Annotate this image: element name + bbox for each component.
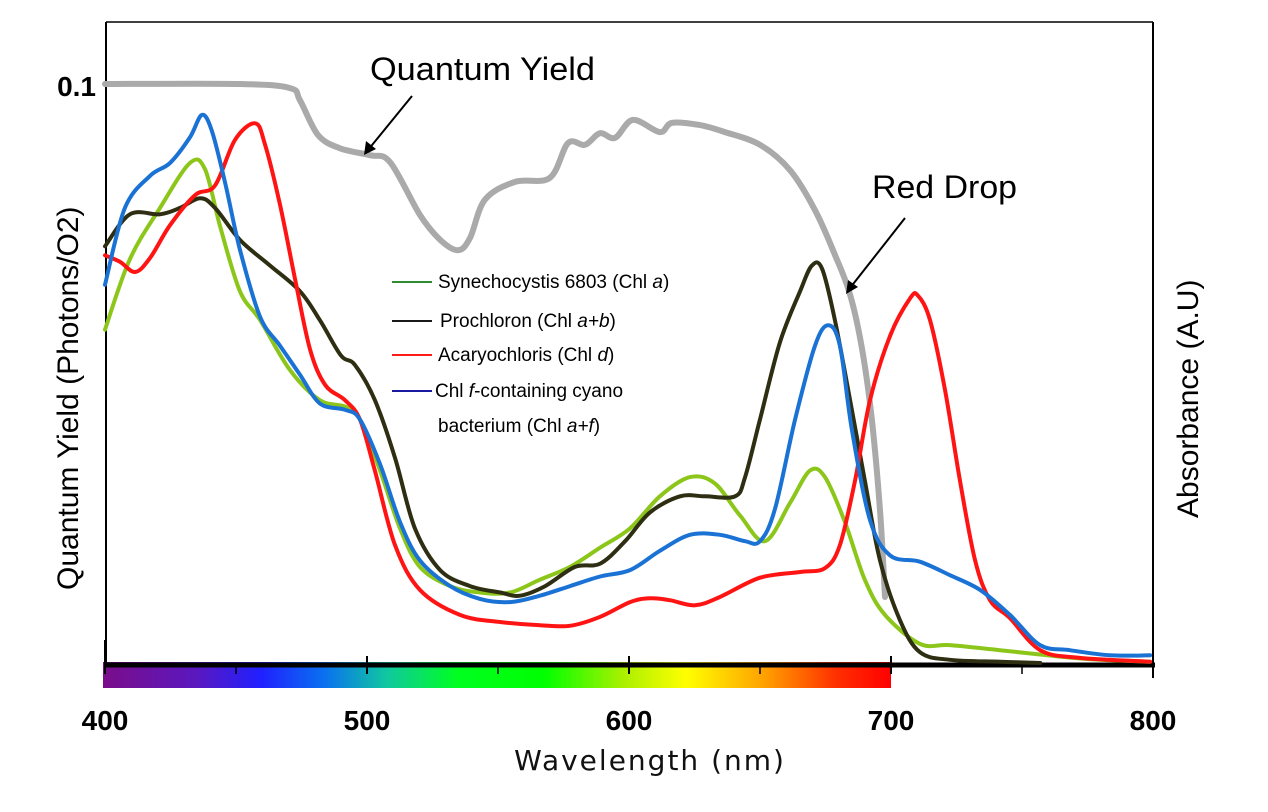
x-ticks: [104, 640, 1154, 678]
x-tick-label: 500: [344, 705, 391, 736]
annotation-quantum-yield-arrow: [367, 95, 413, 151]
series-layer: [102, 80, 1153, 665]
y-right-axis-title: Absorbance (A.U): [1172, 280, 1205, 518]
series-line-chl-f-containing-cyano-bacterium-chl-a-f: [103, 112, 1153, 658]
legend-entry: Acaryochloris (Chl d): [392, 345, 614, 366]
legend-label: Chl f-containing cyano: [435, 381, 623, 402]
legend: Synechocystis 6803 (Chl a) Prochloron (C…: [392, 272, 669, 437]
x-tick-labels: 400 500 600 700 800: [82, 705, 1177, 736]
legend-label: Synechocystis 6803 (Chl a): [438, 272, 669, 293]
series-line-acaryochloris-chl-d: [103, 121, 1153, 664]
legend-entry: Prochloron (Chl a+b): [392, 311, 616, 332]
legend-label: Acaryochloris (Chl d): [438, 345, 614, 366]
legend-label-line2: bacterium (Chl a+f): [438, 416, 600, 437]
legend-label: Prochloron (Chl a+b): [440, 311, 616, 332]
series-line-quantum-yield: [102, 80, 888, 600]
annotation-quantum-yield-label: Quantum Yield: [370, 51, 595, 87]
series-line-prochloron-chl-a-b: [103, 196, 1043, 665]
y-left-tick-label: 0.1: [57, 71, 96, 102]
arrowhead-icon: [846, 280, 858, 294]
x-tick-label: 600: [606, 705, 653, 736]
annotation-red-drop-arrow: [849, 217, 906, 289]
annotation-quantum-yield: Quantum Yield: [364, 51, 595, 155]
x-tick-label: 400: [82, 705, 129, 736]
x-tick-label: 700: [868, 705, 915, 736]
annotation-red-drop: Red Drop: [846, 169, 1017, 294]
y-left-axis-title: Quantum Yield (Photons/O2): [52, 206, 85, 590]
x-tick-label: 800: [1130, 705, 1177, 736]
annotation-red-drop-label: Red Drop: [872, 169, 1017, 205]
series-line-synechocystis-6803-chl-a: [103, 157, 1153, 664]
legend-entry: Chl f-containing cyano bacterium (Chl a+…: [392, 381, 623, 437]
legend-entry: Synechocystis 6803 (Chl a): [392, 272, 669, 293]
arrowhead-icon: [364, 141, 376, 155]
x-axis-title: Wavelength (nm): [514, 744, 786, 777]
